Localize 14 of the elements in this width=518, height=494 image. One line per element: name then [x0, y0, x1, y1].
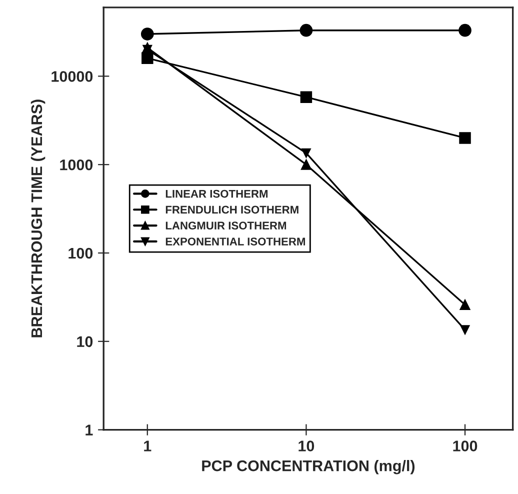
x-tick-label: 100: [453, 440, 478, 452]
legend-label: LINEAR ISOTHERM: [166, 190, 268, 198]
legend-label: EXPONENTIAL ISOTHERM: [166, 238, 305, 246]
x-axis-title: PCP CONCENTRATION (mg/l): [202, 460, 415, 474]
y-axis-title: BREAKTHROUGH TIME (YEARS): [30, 100, 46, 338]
x-tick-label: 10: [298, 440, 314, 452]
legend-label: FRENDULICH ISOTHERM: [166, 206, 298, 214]
legend-label: LANGMUIR ISOTHERM: [166, 222, 286, 230]
x-tick-label: 1: [144, 440, 152, 452]
y-tick-label: 10000: [52, 71, 93, 82]
y-tick-label: 100: [68, 248, 93, 259]
y-tick-label: 1: [86, 424, 93, 436]
y-tick-label: 10: [77, 336, 93, 348]
y-tick-label: 1000: [60, 159, 93, 170]
